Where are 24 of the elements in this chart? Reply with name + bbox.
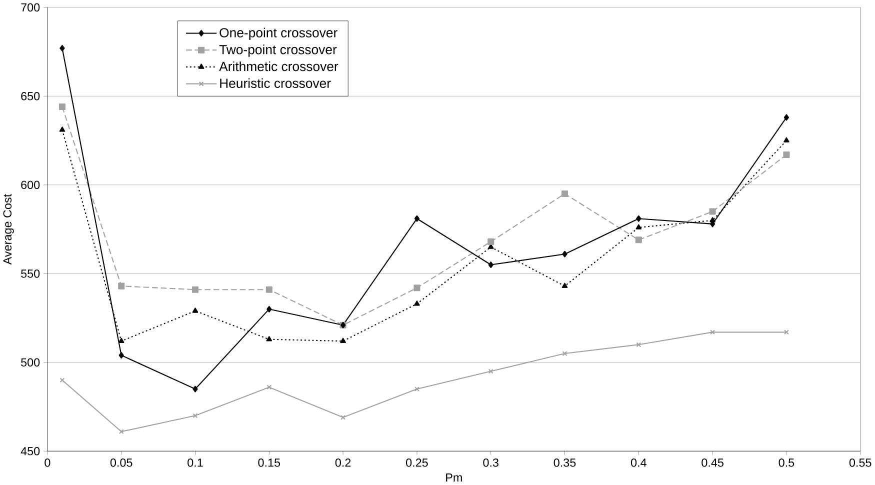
x-tick-label: 0.35 [554,458,576,467]
legend-label: Heuristic crossover [220,78,331,88]
x-tick-label: 0.05 [110,458,132,467]
y-tick-label: 600 [21,180,40,190]
y-tick-label: 550 [21,270,40,278]
y-tick-label: 700 [21,3,40,12]
x-tick-label: 0 [44,458,50,467]
x-tick-label: 0.3 [483,458,498,467]
legend-label: Two-point crossover [219,44,337,57]
x-tick-label: 0.45 [702,458,724,467]
x-axis-title: Pm [446,474,462,482]
y-tick-label: 450 [20,447,40,456]
x-tick-label: 0.25 [406,458,428,467]
y-tick-label: 500 [21,358,40,367]
x-tick-label: 0.15 [258,458,280,467]
y-tick-label: 650 [21,92,40,100]
x-tick-label: 0.5 [778,458,794,467]
x-tick-label: 0.2 [335,458,351,467]
legend-label: Arithmetic crossover [219,62,338,72]
x-tick-label: 0.55 [849,458,872,467]
legend-label: One-point crossover [220,28,338,40]
x-tick-label: 0.1 [188,458,203,467]
y-axis-title: Average Cost [3,194,14,265]
x-tick-label: 0.4 [630,458,646,467]
